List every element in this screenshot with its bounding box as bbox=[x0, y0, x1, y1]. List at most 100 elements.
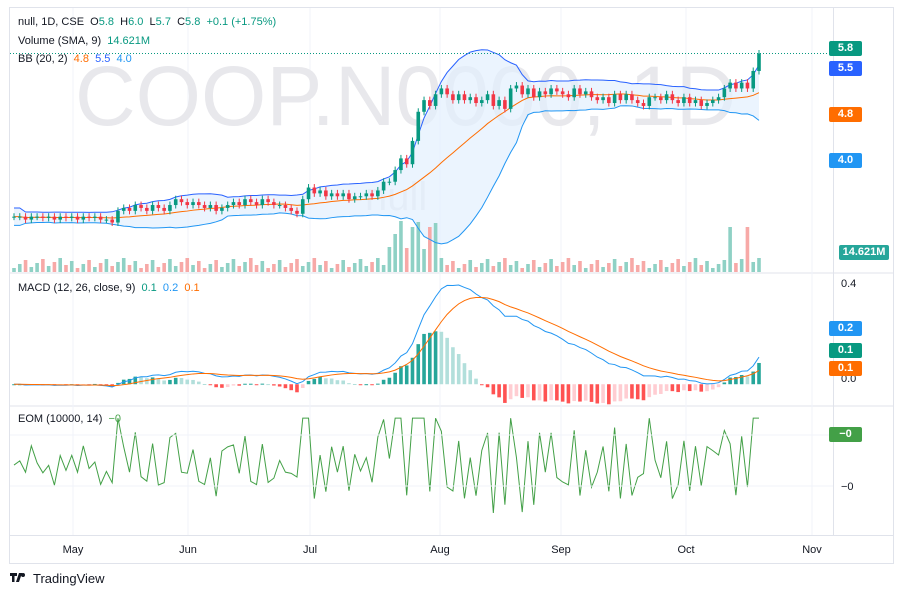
volume-bar bbox=[98, 263, 103, 272]
volume-bar bbox=[300, 266, 305, 272]
volume-bar bbox=[647, 268, 652, 272]
candle-body bbox=[474, 97, 478, 104]
macd-histogram-bar bbox=[497, 384, 501, 398]
volume-bar bbox=[508, 265, 513, 272]
macd-histogram-bar bbox=[393, 372, 397, 385]
volume-bar bbox=[572, 265, 576, 272]
macd-histogram-bar bbox=[272, 384, 276, 386]
volume-bar bbox=[428, 227, 432, 272]
volume-bar bbox=[335, 264, 340, 272]
volume-bar bbox=[503, 258, 507, 272]
time-axis-label: Sep bbox=[551, 544, 571, 556]
macd-line bbox=[14, 284, 760, 388]
candle-body bbox=[583, 91, 588, 95]
volume-bar bbox=[635, 265, 640, 272]
volume-bar bbox=[35, 263, 39, 272]
volume-bar bbox=[191, 265, 195, 272]
eom-value: −0 bbox=[108, 413, 122, 425]
tradingview-footer[interactable]: TradingView bbox=[10, 571, 105, 586]
candle-body bbox=[35, 216, 39, 218]
volume-bar bbox=[185, 258, 190, 272]
volume-badge: 14.621M bbox=[839, 245, 889, 260]
volume-bar bbox=[295, 259, 299, 272]
volume-bar bbox=[312, 258, 317, 272]
candle-body bbox=[641, 103, 646, 106]
macd-label: MACD (12, 26, close, 9) bbox=[18, 282, 136, 294]
macd-histogram-bar bbox=[381, 379, 386, 385]
volume-bar bbox=[664, 267, 669, 272]
candle-body bbox=[716, 97, 721, 101]
volume-bar bbox=[479, 263, 484, 272]
macd-histogram-bar bbox=[387, 377, 392, 385]
macd-legend: MACD (12, 26, close, 9) 0.1 0.2 0.1 bbox=[18, 282, 200, 294]
bb-upper-line bbox=[14, 49, 760, 213]
candle-body bbox=[647, 97, 652, 106]
macd-line-value: 0.2 bbox=[162, 282, 179, 294]
volume-bar bbox=[208, 264, 213, 272]
candle-body bbox=[300, 199, 305, 214]
candle-body bbox=[624, 94, 628, 101]
macd-histogram-bar bbox=[283, 384, 288, 389]
macd-histogram-bar bbox=[191, 379, 195, 385]
candle-body bbox=[75, 216, 80, 220]
symbol-legend: null, 1D, CSE O5.8 H6.0 L5.7 C5.8 +0.1 (… bbox=[18, 16, 276, 28]
macd-histogram-bar bbox=[318, 376, 322, 385]
candle-body bbox=[578, 88, 582, 95]
volume-bar bbox=[306, 262, 311, 272]
volume-bar bbox=[474, 267, 478, 272]
candle-body bbox=[607, 97, 611, 104]
volume-bar bbox=[29, 267, 34, 272]
macd-histogram-bar bbox=[197, 381, 201, 385]
candle-body bbox=[197, 202, 201, 206]
candle-body bbox=[202, 205, 207, 208]
volume-bar bbox=[485, 259, 490, 272]
candle-body bbox=[243, 199, 247, 206]
volume-bar bbox=[728, 227, 732, 272]
volume-bar bbox=[555, 266, 559, 272]
tradingview-brand: TradingView bbox=[33, 571, 105, 586]
volume-bar bbox=[468, 260, 473, 272]
volume-bar bbox=[121, 258, 126, 272]
volume-bar bbox=[410, 227, 415, 272]
bb-legend: BB (20, 2) 4.8 5.5 4.0 bbox=[18, 53, 132, 65]
candle-body bbox=[433, 94, 438, 106]
macd-histogram-bar bbox=[595, 384, 600, 404]
candle-body bbox=[549, 88, 553, 95]
macd-histogram-bar bbox=[133, 376, 138, 385]
tradingview-logo-icon bbox=[10, 572, 25, 582]
macd-histogram-bar bbox=[433, 331, 438, 385]
candle-body bbox=[260, 199, 265, 206]
volume-bar bbox=[352, 263, 357, 272]
candle-body bbox=[428, 100, 432, 106]
candle-body bbox=[127, 207, 132, 211]
macd-histogram-bar bbox=[659, 384, 663, 394]
candle-body bbox=[705, 103, 709, 106]
macd-histogram-bar bbox=[468, 370, 473, 385]
high-value: 6.0 bbox=[128, 16, 144, 28]
volume-bar bbox=[451, 261, 455, 272]
volume-bar bbox=[624, 262, 628, 272]
volume-bar bbox=[318, 265, 322, 272]
bb-lower-value: 4.0 bbox=[116, 53, 132, 65]
candle-body bbox=[41, 216, 45, 218]
macd-histogram-bar bbox=[670, 384, 675, 392]
macd-histogram-bar bbox=[352, 383, 357, 385]
candle-body bbox=[318, 190, 322, 194]
volume-bar bbox=[422, 249, 426, 272]
candle-body bbox=[664, 94, 669, 101]
volume-bar bbox=[266, 268, 270, 272]
volume-bar bbox=[433, 223, 438, 272]
volume-bar bbox=[162, 263, 166, 272]
candle-body bbox=[734, 82, 738, 89]
candle-body bbox=[156, 205, 161, 208]
candle-body bbox=[116, 210, 120, 223]
macd-histogram-bar bbox=[289, 384, 294, 391]
macd-histogram-bar bbox=[699, 384, 704, 392]
macd-histogram-bar bbox=[710, 384, 715, 390]
time-axis-label: Jun bbox=[179, 544, 197, 556]
volume-bar bbox=[150, 260, 155, 272]
candle-body bbox=[168, 205, 172, 211]
candle-body bbox=[710, 100, 715, 104]
volume-bar bbox=[58, 258, 63, 272]
